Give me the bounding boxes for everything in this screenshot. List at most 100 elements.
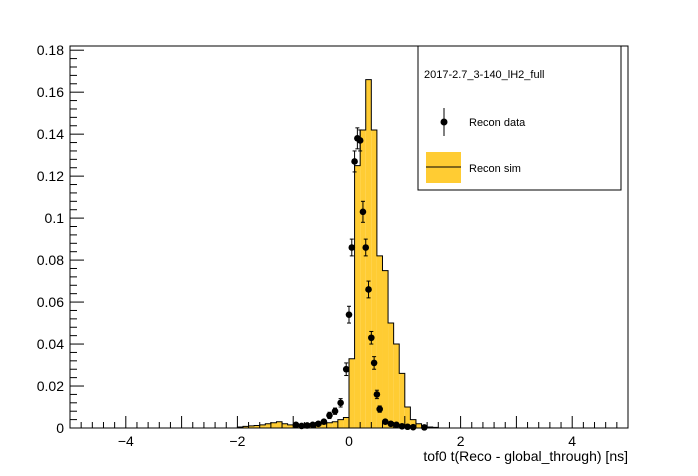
sim-bin <box>427 426 433 428</box>
data-marker <box>337 399 344 407</box>
sim-bin <box>265 423 271 428</box>
recon-data-points <box>292 127 428 431</box>
data-point <box>348 238 356 257</box>
sim-bin <box>343 417 349 428</box>
data-point <box>362 238 370 257</box>
sim-bin <box>332 421 338 428</box>
data-point <box>370 356 378 370</box>
data-marker <box>320 418 328 426</box>
sim-bin <box>388 323 394 428</box>
x-axis-label: tof0 t(Reco - global_through) [ns] <box>423 448 628 464</box>
data-point <box>303 422 311 429</box>
data-point <box>373 389 381 400</box>
y-tick-label: 0 <box>56 420 64 436</box>
data-marker <box>409 423 417 431</box>
sim-bin <box>415 423 422 428</box>
y-tick-label: 0.14 <box>37 126 64 142</box>
y-tick-label: 0.08 <box>37 252 64 268</box>
sim-outline <box>236 79 439 428</box>
data-point <box>309 421 317 429</box>
sim-bin <box>337 419 344 428</box>
sim-bin <box>276 421 283 428</box>
data-marker <box>303 422 311 429</box>
sim-bin <box>382 270 389 428</box>
data-point <box>320 418 328 426</box>
y-tick-label: 0.18 <box>37 42 64 58</box>
data-marker <box>370 359 378 367</box>
sim-bin <box>371 129 377 428</box>
data-point <box>356 129 364 152</box>
sim-bin <box>365 79 372 428</box>
x-tick-label: −2 <box>229 433 245 449</box>
sim-bin <box>393 344 400 428</box>
x-tick-label: 2 <box>457 433 465 449</box>
y-tick-label: 0.02 <box>37 378 64 394</box>
data-marker <box>348 244 356 251</box>
data-marker <box>359 208 367 216</box>
data-point <box>393 421 400 429</box>
y-tick-label: 0.16 <box>37 84 64 100</box>
legend-entry-recon-sim: Recon sim <box>469 163 521 175</box>
sim-bin <box>376 255 383 428</box>
data-point <box>315 420 322 428</box>
data-marker <box>368 334 375 342</box>
data-point <box>326 411 333 420</box>
data-point <box>351 150 358 173</box>
y-tick-label: 0.04 <box>37 336 64 352</box>
data-marker <box>365 286 372 293</box>
sim-bin <box>248 425 255 428</box>
data-marker <box>292 421 300 429</box>
sim-bin <box>410 419 416 428</box>
data-point <box>331 407 339 415</box>
y-tick-label: 0.1 <box>45 210 65 226</box>
y-tick-label: 0.12 <box>37 168 64 184</box>
sim-bin <box>349 358 355 428</box>
data-point <box>359 200 367 223</box>
data-marker <box>387 420 395 428</box>
data-point <box>365 280 372 299</box>
sim-bin <box>321 423 327 428</box>
sim-bin <box>259 424 266 428</box>
recon-sim-histogram <box>236 79 439 428</box>
data-marker <box>351 158 358 165</box>
data-point <box>337 398 344 408</box>
data-marker <box>393 421 400 429</box>
data-marker <box>376 405 383 413</box>
data-point <box>345 305 353 324</box>
data-marker <box>381 418 389 426</box>
legend-data-marker <box>440 118 448 126</box>
data-marker <box>362 244 370 251</box>
data-point <box>387 420 395 428</box>
x-tick-label: 4 <box>568 433 576 449</box>
data-point <box>342 362 350 377</box>
data-marker <box>373 391 381 398</box>
x-tick-label: 0 <box>345 433 353 449</box>
sim-bin <box>354 165 361 428</box>
sim-bin <box>404 407 411 428</box>
data-marker <box>309 421 317 429</box>
x-tick-label: −4 <box>118 433 134 449</box>
sim-bin <box>287 424 294 428</box>
data-point <box>292 421 300 429</box>
sim-bin <box>237 426 243 428</box>
data-marker <box>331 407 339 415</box>
sim-bin <box>282 423 288 428</box>
sim-bin <box>270 422 277 428</box>
data-marker <box>421 424 428 431</box>
legend-entry-recon-data: Recon data <box>469 117 526 129</box>
data-marker <box>315 420 322 428</box>
data-point <box>368 330 375 345</box>
data-marker <box>342 365 350 373</box>
y-tick-label: 0.06 <box>37 294 64 310</box>
data-marker <box>326 412 333 419</box>
data-marker <box>356 137 364 144</box>
sim-bin <box>360 129 366 428</box>
legend-header: 2017-2.7_3-140_lH2_full <box>424 69 544 81</box>
sim-bin <box>242 426 249 428</box>
sim-bin <box>254 425 260 428</box>
data-point <box>376 405 383 413</box>
sim-bin <box>326 422 333 428</box>
legend: 2017-2.7_3-140_lH2_full Recon data Recon… <box>417 45 622 191</box>
data-point <box>381 418 389 426</box>
